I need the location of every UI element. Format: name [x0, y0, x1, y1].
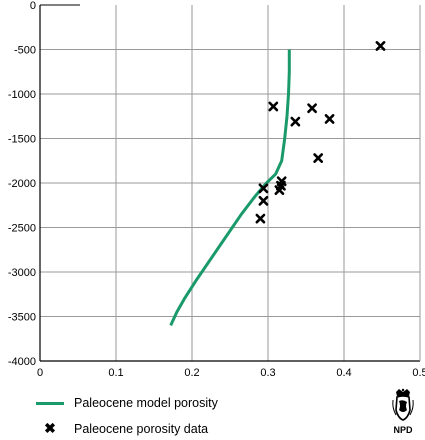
porosity-data-point — [268, 101, 279, 112]
x-tick-label: 0.1 — [108, 367, 123, 379]
y-tick-label: 0 — [30, 0, 36, 12]
chart-grid — [40, 5, 421, 361]
legend-model-label: Paleocene model porosity — [74, 396, 218, 410]
y-tick-label: -4000 — [8, 356, 36, 368]
model-porosity-line — [169, 49, 291, 327]
y-tick-labels: 0 -500 -1000 -1500 -2000 -2500 -3000 -3500 -4000 — [8, 0, 36, 368]
porosity-data-point — [274, 185, 285, 196]
legend-item-model: Paleocene model porosity — [36, 396, 218, 410]
porosity-data-point — [307, 103, 317, 114]
x-tick-label: 0.5 — [412, 367, 425, 379]
legend-data-label: Paleocene porosity data — [74, 421, 209, 436]
npd-logo-text: NPD — [393, 425, 413, 435]
legend-line-swatch — [36, 401, 64, 405]
y-tick-label: -3000 — [8, 267, 36, 279]
x-tick-label: 0.4 — [336, 367, 351, 379]
legend-item-data: ✖ Paleocene porosity data — [36, 420, 208, 437]
porosity-data-point — [258, 195, 269, 206]
y-tick-label: -1500 — [8, 134, 36, 146]
porosity-chart: 0 0.1 0.2 0.3 0.4 0.5 0 -500 -1000 -1500 -2000 -25… — [8, 0, 425, 379]
crown-emblem-icon — [392, 388, 414, 421]
npd-logo: NPD — [392, 388, 414, 435]
x-tick-label: 0.3 — [260, 367, 275, 379]
porosity-data-point — [258, 183, 269, 194]
y-tick-label: -2000 — [8, 178, 36, 190]
porosity-data-series — [255, 41, 386, 224]
x-tick-labels: 0 0.1 0.2 0.3 0.4 0.5 — [37, 367, 425, 379]
x-tick-label: 0.2 — [184, 367, 199, 379]
y-tick-label: -3500 — [8, 312, 36, 324]
y-tick-label: -500 — [14, 45, 36, 57]
model-porosity-series — [169, 49, 291, 327]
x-tick-label: 0 — [37, 367, 43, 379]
porosity-data-point — [313, 153, 324, 163]
porosity-data-point — [375, 41, 386, 51]
chart-axes — [39, 4, 421, 362]
porosity-data-point — [324, 114, 335, 124]
porosity-data-point — [255, 213, 266, 224]
legend-x-marker-icon: ✖ — [44, 420, 56, 436]
y-tick-label: -1000 — [8, 89, 36, 101]
porosity-data-point — [290, 116, 301, 127]
y-tick-label: -2500 — [8, 223, 36, 235]
